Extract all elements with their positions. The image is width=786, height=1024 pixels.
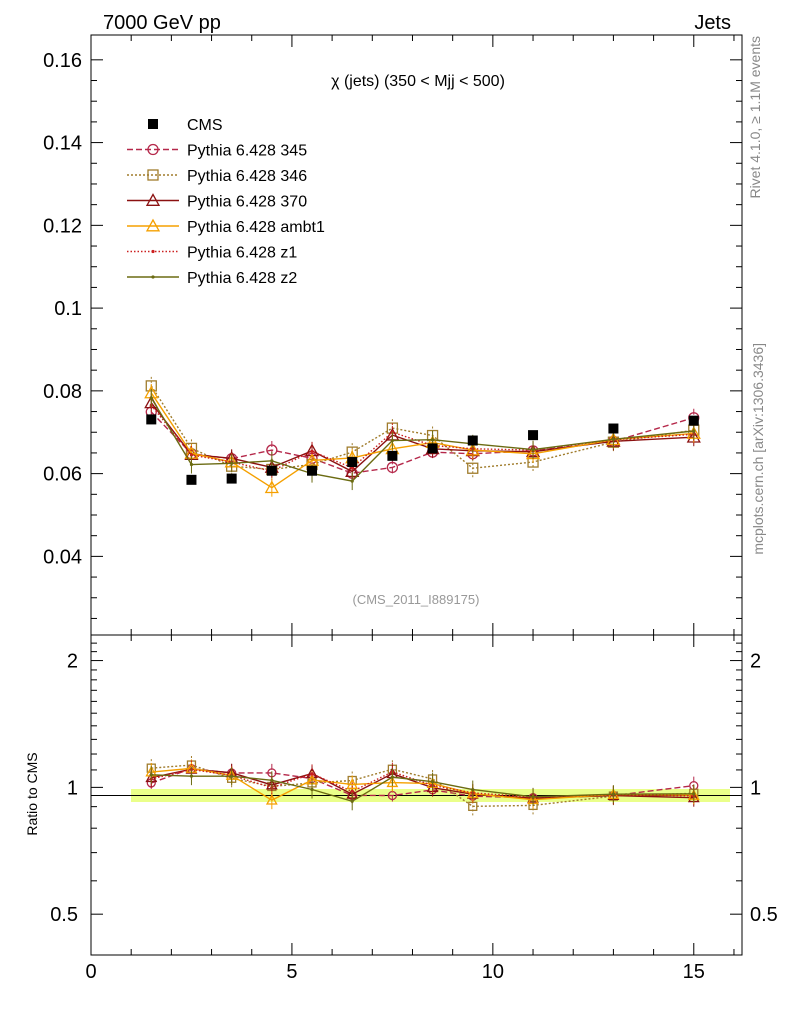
ratio-tick-label-left: 2 xyxy=(67,651,78,673)
axes: 0 5 10 15 0.04 0.06 0.08 0.1 0.12 0.14 0.16 0.5 0.5 1… xyxy=(43,35,778,983)
series-3-ratio-point xyxy=(346,778,359,789)
legend-cms-label: CMS xyxy=(187,117,223,134)
series-1-point xyxy=(467,462,479,474)
y-tick-label: 0.04 xyxy=(43,546,82,568)
series-3-line xyxy=(150,392,694,489)
cms-data-point xyxy=(186,474,197,485)
y-tick-label: 0.16 xyxy=(43,50,82,72)
cms-data-point xyxy=(347,457,358,468)
series-5-ratio-point xyxy=(350,799,354,803)
ratio-y-axis-label: Ratio to CMS xyxy=(24,752,40,835)
series-5-ratio-point xyxy=(430,780,435,784)
cms-data-point xyxy=(146,414,157,425)
series-5-point xyxy=(230,461,234,465)
ratio-plot-area xyxy=(145,756,700,816)
ratio-tick-label-left: 1 xyxy=(67,777,78,799)
legend-label-2: Pythia 6.428 370 xyxy=(187,194,307,211)
ratio-tick-label-left: 0.5 xyxy=(50,904,78,926)
series-5-ratio-point xyxy=(471,787,475,792)
series-5-point xyxy=(531,448,535,452)
legend-label-5: Pythia 6.428 z2 xyxy=(187,270,297,287)
legend-marker-4 xyxy=(151,249,155,254)
legend-marker-0 xyxy=(147,143,159,156)
ratio-plot-frame xyxy=(90,634,743,956)
series-5-ratio-point xyxy=(531,795,535,799)
mcplots-credit-label: mcplots.cern.ch [arXiv:1306.3436] xyxy=(750,343,766,555)
header-right-label: Jets xyxy=(694,12,731,34)
ratio-tick-label-right: 1 xyxy=(750,777,761,799)
series-5-ratio-point xyxy=(310,787,314,792)
cms-data-point xyxy=(387,450,398,461)
series-5-ratio-point xyxy=(149,773,153,777)
series-5-point xyxy=(189,462,194,467)
series-0-point xyxy=(386,461,399,474)
series-5-line xyxy=(150,397,694,482)
chart-title: χ (jets) (350 < Mjj < 500) xyxy=(331,73,505,90)
y-tick-label: 0.12 xyxy=(43,215,82,237)
y-tick-label: 0.1 xyxy=(54,298,82,320)
legend-marker-5 xyxy=(151,275,155,279)
analysis-label: (CMS_2011_I889175) xyxy=(353,592,480,607)
series-5-point xyxy=(692,429,696,433)
series-4-point xyxy=(189,453,194,457)
series-5-point xyxy=(390,438,394,443)
series-5-point xyxy=(611,437,616,441)
x-tick-label: 0 xyxy=(85,961,96,983)
y-tick-label: 0.06 xyxy=(43,464,82,486)
main-plot-area xyxy=(144,376,701,497)
series-3-ratio-line xyxy=(151,767,694,801)
cms-data-point xyxy=(226,473,237,484)
series-5-point xyxy=(350,479,354,483)
legend-label-1: Pythia 6.428 346 xyxy=(187,168,307,185)
series-5-point xyxy=(430,438,435,442)
ratio-tick-label-right: 2 xyxy=(750,651,761,673)
series-1-ratio-line xyxy=(151,764,694,808)
cms-data-point xyxy=(467,435,478,446)
series-1-line xyxy=(150,385,694,471)
series-3-ratio-point xyxy=(265,794,278,805)
rivet-version-label: Rivet 4.1.0, ≥ 1.1M events xyxy=(747,36,763,199)
y-tick-label: 0.14 xyxy=(43,133,82,155)
legend-label-4: Pythia 6.428 z1 xyxy=(187,245,297,262)
series-3-point xyxy=(264,480,279,494)
cms-data-point xyxy=(608,423,619,434)
ratio-tick-label-right: 0.5 xyxy=(750,904,778,926)
series-5-ratio-point xyxy=(230,774,234,778)
legend-cms-marker xyxy=(148,119,158,129)
legend-label-0: Pythia 6.428 345 xyxy=(187,143,307,160)
legend-marker-2 xyxy=(145,193,161,206)
cms-data-point xyxy=(427,443,438,454)
series-5-ratio-point xyxy=(270,778,274,782)
series-5-ratio-point xyxy=(189,774,194,778)
cms-data-point xyxy=(307,465,318,476)
series-5-point xyxy=(149,396,153,400)
series-5-ratio-point xyxy=(692,792,696,796)
legend-marker-3 xyxy=(145,218,161,232)
series-5-ratio-line xyxy=(151,774,694,803)
series-5-ratio-point xyxy=(390,775,394,779)
series-5-point xyxy=(270,459,274,463)
header-left-label: 7000 GeV pp xyxy=(103,12,221,34)
series-5-ratio-point xyxy=(611,792,616,796)
cms-data-point xyxy=(266,465,277,476)
series-4-point xyxy=(310,449,314,453)
legend-label-3: Pythia 6.428 ambt1 xyxy=(187,219,325,236)
x-tick-label: 10 xyxy=(482,961,504,983)
series-3-ratio-point xyxy=(386,776,399,788)
y-tick-label: 0.08 xyxy=(43,381,82,403)
series-4-ratio-point xyxy=(310,772,314,776)
legend: CMS Pythia 6.428 345 Pythia 6.428 346 Pythi… xyxy=(127,117,325,287)
x-tick-label: 5 xyxy=(286,961,297,983)
cms-data-point xyxy=(688,415,699,426)
cms-data-point xyxy=(528,430,539,441)
x-tick-label: 15 xyxy=(683,961,705,983)
legend-marker-1 xyxy=(147,169,159,181)
series-4-ratio-point xyxy=(350,789,354,794)
